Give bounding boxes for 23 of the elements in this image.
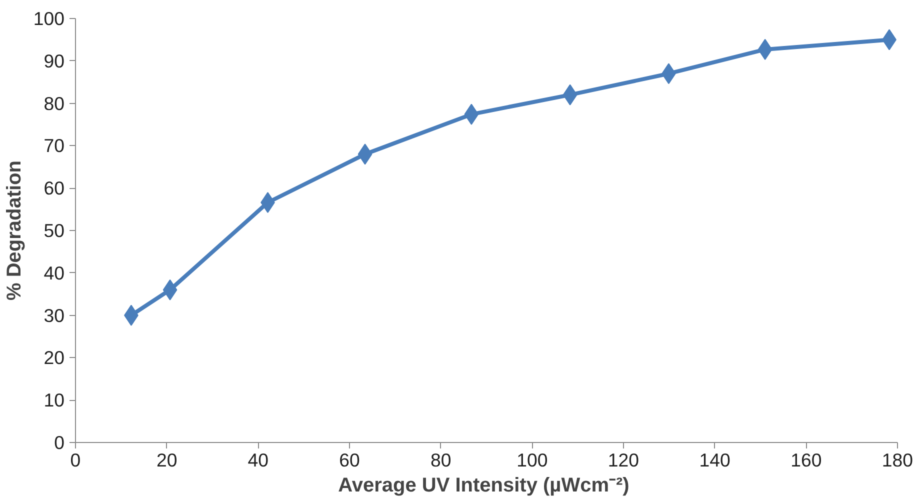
y-tick-label: 50 xyxy=(44,220,65,241)
y-tick-label: 0 xyxy=(54,432,65,453)
x-tick-label: 160 xyxy=(790,450,822,470)
x-tick-label: 180 xyxy=(882,450,914,470)
y-tick-label: 10 xyxy=(44,390,65,411)
y-axis-title: % Degradation xyxy=(3,160,26,301)
y-tick-label: 60 xyxy=(44,178,65,199)
y-tick-label: 30 xyxy=(44,304,65,326)
y-tick-label: 100 xyxy=(33,8,65,29)
y-tick-label: 20 xyxy=(44,347,65,368)
y-tick-label: 40 xyxy=(44,262,65,284)
x-tick-label: 60 xyxy=(339,450,360,470)
x-tick-label: 20 xyxy=(156,450,178,470)
x-tick-label: 140 xyxy=(699,450,730,470)
y-tick-label: 70 xyxy=(44,135,65,156)
x-tick-label: 100 xyxy=(516,450,548,470)
x-tick-label: 0 xyxy=(70,450,81,470)
y-tick-label: 90 xyxy=(44,50,65,72)
x-tick-label: 120 xyxy=(608,450,640,470)
y-tick-label: 80 xyxy=(44,92,65,114)
x-tick-label: 40 xyxy=(248,450,269,470)
x-tick-label: 80 xyxy=(430,450,452,470)
x-axis-title: Average UV Intensity (µWcm⁻²) xyxy=(338,474,630,496)
